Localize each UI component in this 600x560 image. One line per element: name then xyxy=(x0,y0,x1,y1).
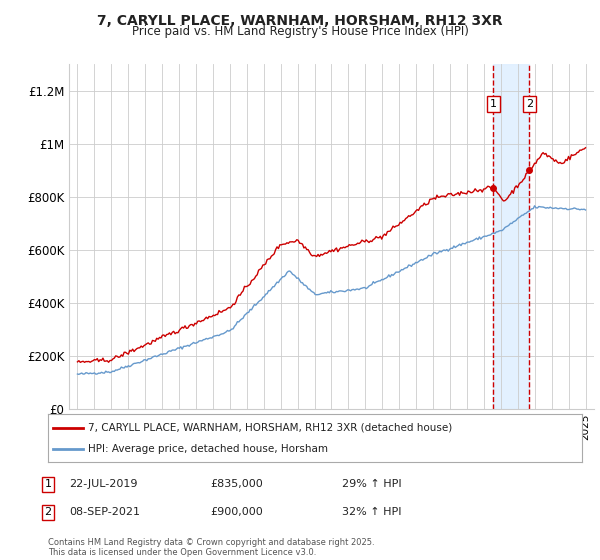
Text: 08-SEP-2021: 08-SEP-2021 xyxy=(69,507,140,517)
Text: 7, CARYLL PLACE, WARNHAM, HORSHAM, RH12 3XR (detached house): 7, CARYLL PLACE, WARNHAM, HORSHAM, RH12 … xyxy=(88,423,452,433)
Text: Price paid vs. HM Land Registry's House Price Index (HPI): Price paid vs. HM Land Registry's House … xyxy=(131,25,469,38)
Text: 2: 2 xyxy=(526,99,533,109)
Text: 2: 2 xyxy=(44,507,52,517)
Text: 32% ↑ HPI: 32% ↑ HPI xyxy=(342,507,401,517)
Text: £835,000: £835,000 xyxy=(210,479,263,489)
Text: 1: 1 xyxy=(44,479,52,489)
Text: £900,000: £900,000 xyxy=(210,507,263,517)
Text: 29% ↑ HPI: 29% ↑ HPI xyxy=(342,479,401,489)
Text: Contains HM Land Registry data © Crown copyright and database right 2025.
This d: Contains HM Land Registry data © Crown c… xyxy=(48,538,374,557)
Bar xyxy=(493,64,529,409)
Text: 1: 1 xyxy=(490,99,497,109)
Text: 22-JUL-2019: 22-JUL-2019 xyxy=(69,479,137,489)
Text: HPI: Average price, detached house, Horsham: HPI: Average price, detached house, Hors… xyxy=(88,444,328,454)
Text: 7, CARYLL PLACE, WARNHAM, HORSHAM, RH12 3XR: 7, CARYLL PLACE, WARNHAM, HORSHAM, RH12 … xyxy=(97,14,503,28)
